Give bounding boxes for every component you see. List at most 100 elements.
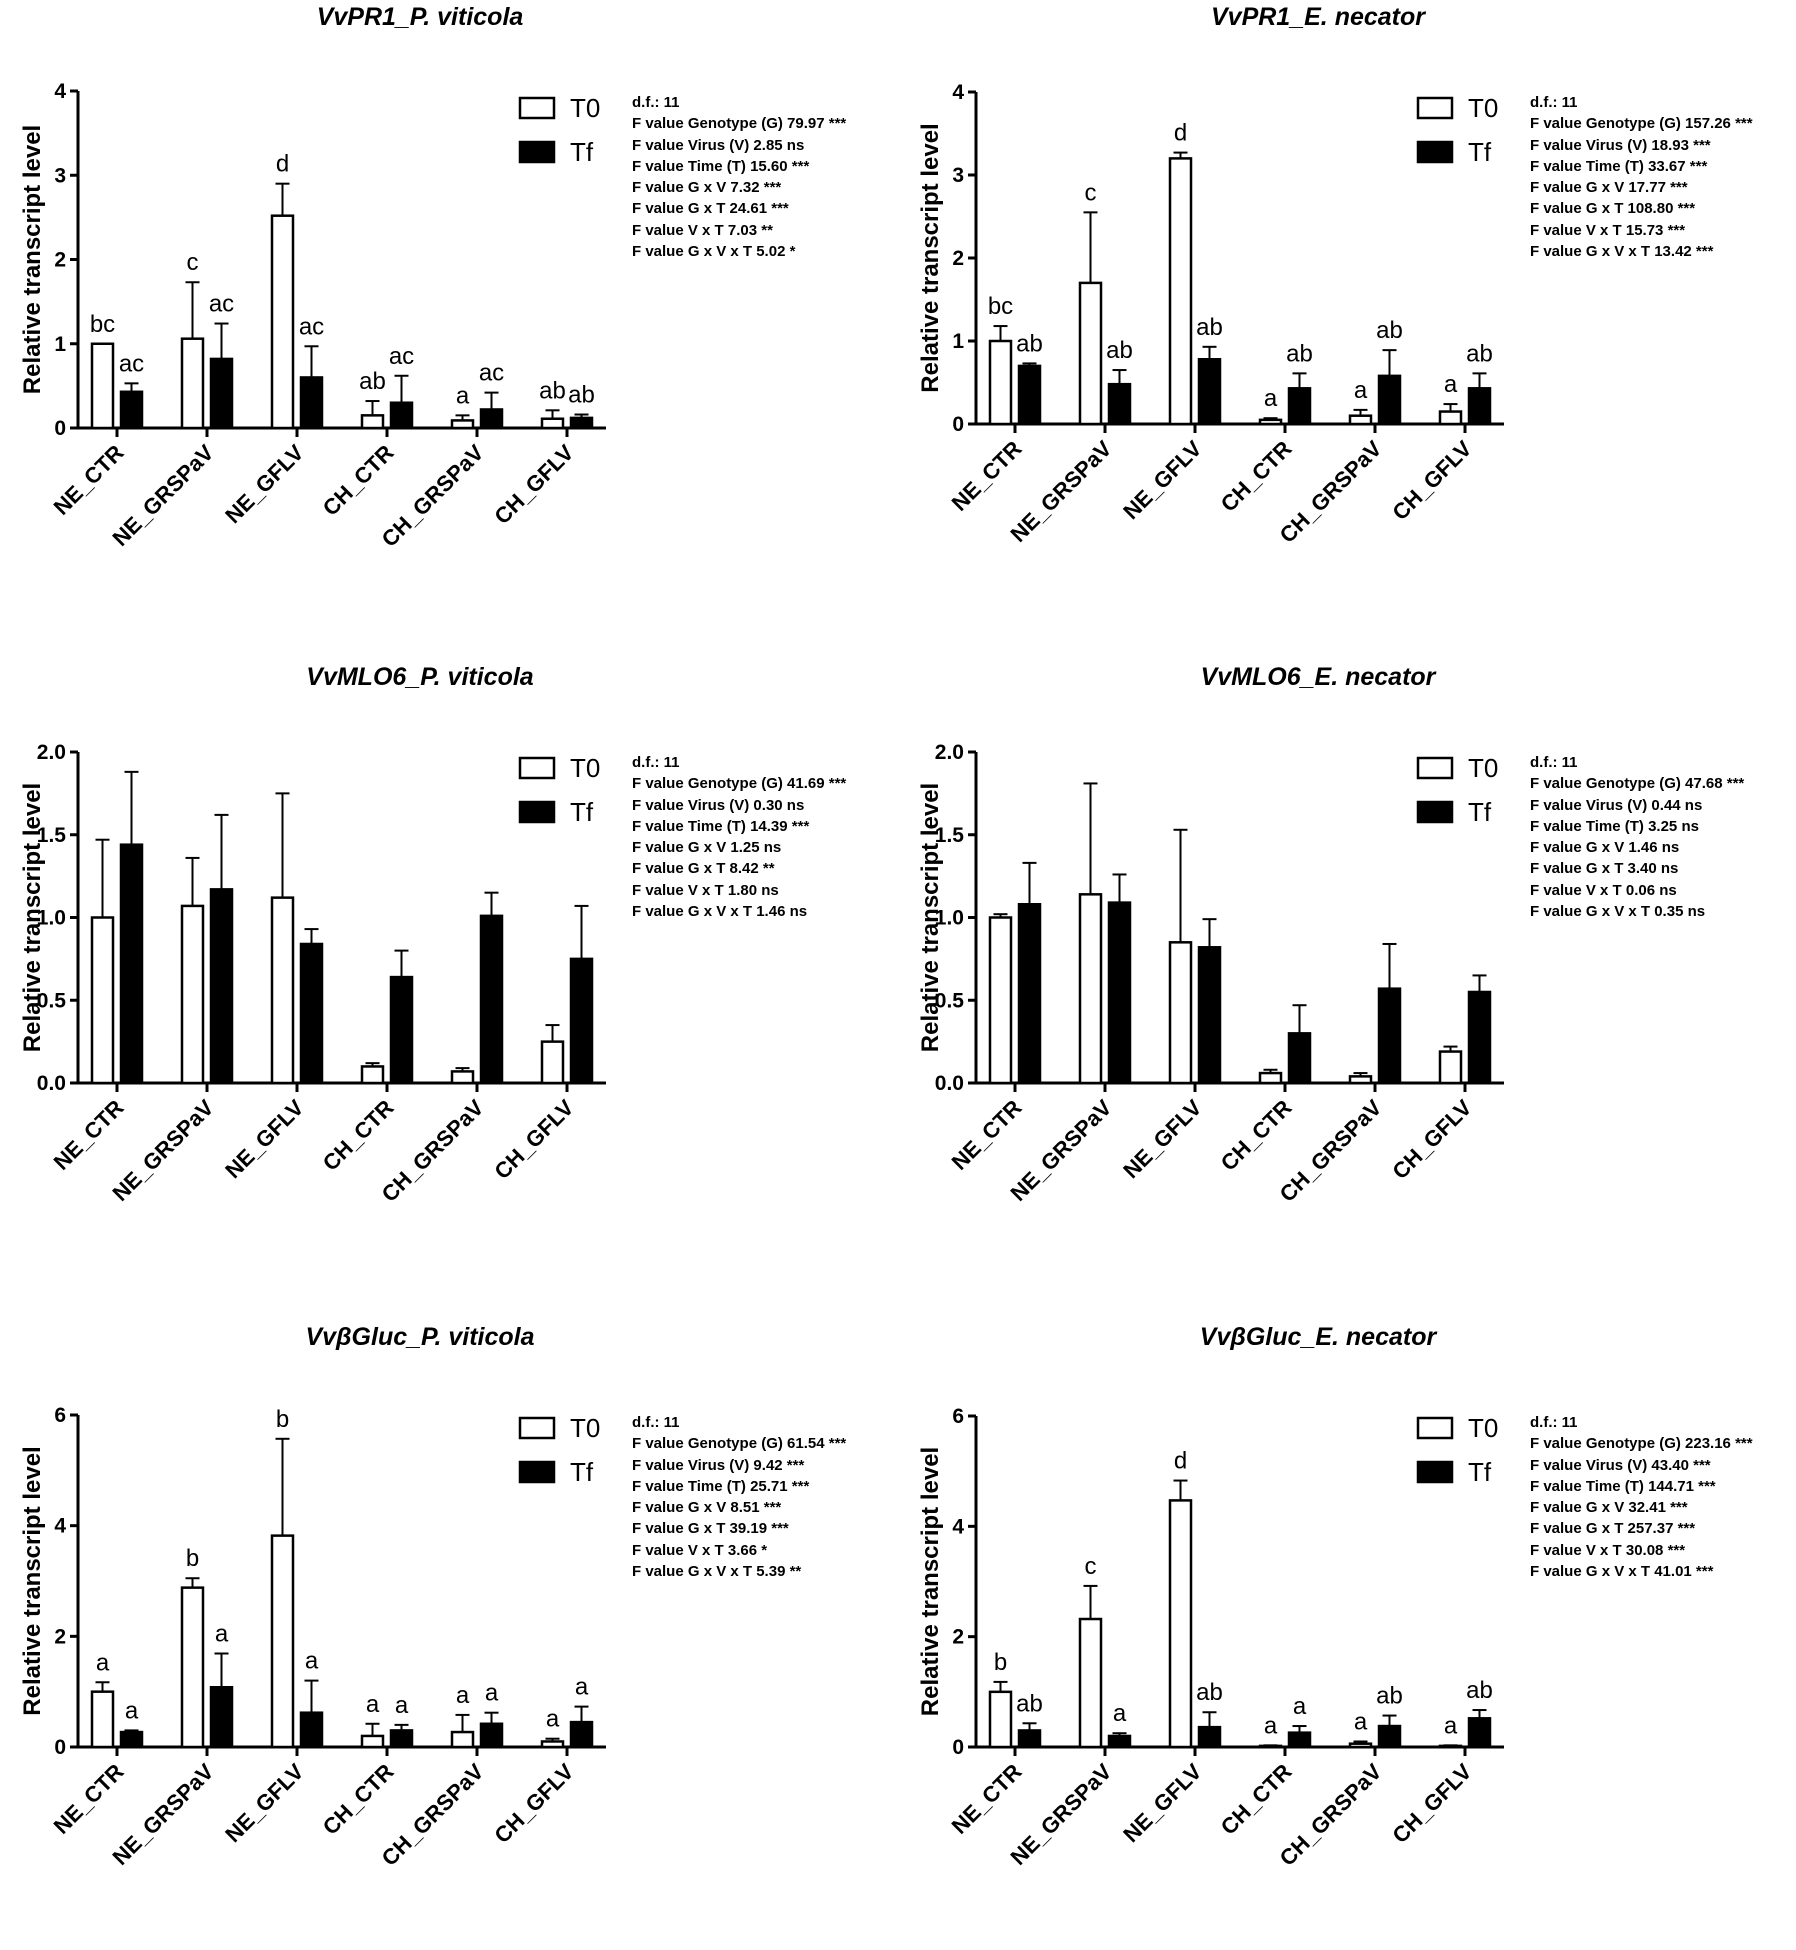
chart-title-gene: VvMLO6 <box>1201 663 1302 691</box>
y-tick-label: 0 <box>54 1736 66 1759</box>
y-tick-label: 4 <box>54 80 66 103</box>
y-tick-label: 6 <box>952 1405 964 1428</box>
anova-stat-line: d.f.: 11 <box>632 94 680 111</box>
tf-bar <box>1377 1724 1402 1749</box>
y-tick-label: 1 <box>952 330 964 353</box>
anova-stat-line: F value Time (T) 25.71 *** <box>632 1477 810 1495</box>
anova-stat-line: d.f.: 11 <box>1530 94 1578 111</box>
tf-bar <box>569 1720 594 1749</box>
significance-letter: a <box>215 1620 229 1647</box>
y-tick-label: 2.0 <box>935 741 964 764</box>
significance-letter: ac <box>209 291 234 318</box>
anova-stat-line: F value Virus (V) 0.30 ns <box>632 796 805 814</box>
significance-letter: a <box>1444 1712 1458 1739</box>
y-tick-label: 4 <box>54 1515 66 1538</box>
anova-stat-line: F value Genotype (G) 41.69 *** <box>632 775 847 793</box>
legend-label: T0 <box>570 93 600 123</box>
t0-bar <box>1078 893 1103 1085</box>
tf-bar <box>1197 946 1222 1085</box>
anova-stats: d.f.: 11 F value Genotype (G) 157.26 *** F… <box>1530 92 1753 262</box>
anova-stat-line: F value Virus (V) 0.44 ns <box>1530 796 1703 814</box>
t0-bar <box>270 1534 295 1749</box>
significance-letter: b <box>994 1649 1007 1676</box>
anova-stat-line: F value Time (T) 33.67 *** <box>1530 157 1708 175</box>
significance-letter: a <box>1354 377 1368 404</box>
tf-bar <box>1107 382 1132 426</box>
t0-bar <box>90 1690 115 1749</box>
chart-title-pathogen: _P. viticola <box>404 663 533 691</box>
anova-stat-line: F value G x V 32.41 *** <box>1530 1499 1688 1517</box>
significance-letter: ab <box>1196 1679 1223 1706</box>
category-label: NE_CTR <box>49 440 129 520</box>
t0-bar <box>360 1065 385 1085</box>
legend-label: T0 <box>1468 1413 1498 1443</box>
category-label: CH_GFLV <box>1387 1095 1476 1184</box>
significance-letter: b <box>276 1406 289 1433</box>
y-tick-label: 2 <box>952 1626 964 1649</box>
category-label: CH_CTR <box>318 440 399 521</box>
chart-title: VvβGluc_E. necator <box>1200 1323 1438 1351</box>
anova-stat-line: F value G x T 39.19 *** <box>632 1520 789 1538</box>
significance-letter: ac <box>119 350 144 377</box>
y-axis-label: Relative transcript level <box>917 1447 944 1716</box>
anova-stat-line: F value G x V 17.77 *** <box>1530 179 1688 197</box>
category-label: NE_CTR <box>947 1759 1027 1839</box>
t0-bar <box>1258 1071 1283 1085</box>
anova-stat-line: d.f.: 11 <box>632 1414 680 1431</box>
tf-bar <box>1287 1032 1312 1085</box>
y-tick-label: 2 <box>952 247 964 270</box>
legend-swatch-t0 <box>518 756 556 780</box>
tf-bar <box>1377 987 1402 1085</box>
tf-bar <box>1287 387 1312 426</box>
category-label: NE_CTR <box>947 1095 1027 1175</box>
legend-swatch-tf <box>1416 140 1454 164</box>
t0-bar <box>90 916 115 1085</box>
anova-stat-line: F value Virus (V) 43.40 *** <box>1530 1456 1711 1474</box>
t0-bar <box>1258 418 1283 426</box>
chart-svg: VvβGluc_P. viticola Relative transcript l… <box>19 1323 606 1871</box>
anova-stat-line: F value V x T 30.08 *** <box>1530 1541 1686 1559</box>
anova-stat-line: F value Genotype (G) 61.54 *** <box>632 1435 847 1453</box>
anova-stat-line: F value Time (T) 15.60 *** <box>632 157 810 175</box>
category-label: CH_CTR <box>318 1759 399 1840</box>
chart-title: VvMLO6_P. viticola <box>306 663 534 691</box>
anova-stat-line: F value G x V 8.51 *** <box>632 1499 782 1517</box>
t0-bar <box>270 214 295 430</box>
t0-bar <box>450 1070 475 1085</box>
tf-bar <box>119 843 144 1085</box>
y-tick-label: 2 <box>54 249 66 272</box>
significance-letter: ab <box>1106 337 1133 364</box>
chart-title-gene: VvβGluc <box>305 1323 407 1351</box>
chart-title-gene: VvPR1 <box>317 3 396 31</box>
significance-letter: ab <box>539 377 566 404</box>
legend-swatch-tf <box>1416 800 1454 824</box>
t0-bar <box>540 417 565 430</box>
chart-title: VvMLO6_E. necator <box>1201 663 1437 691</box>
category-label: NE_GFLV <box>220 1759 308 1847</box>
significance-letter: a <box>1264 1712 1278 1739</box>
t0-bar <box>1438 410 1463 426</box>
tf-bar <box>389 401 414 430</box>
t0-bar <box>180 904 205 1085</box>
chart-title: VvPR1_P. viticola <box>317 3 524 31</box>
anova-stat-line: F value G x V x T 41.01 *** <box>1530 1563 1714 1581</box>
anova-stat-line: F value V x T 15.73 *** <box>1530 221 1686 239</box>
tf-bar <box>1107 1734 1132 1749</box>
t0-bar <box>360 1734 385 1749</box>
category-label: NE_GFLV <box>220 440 308 528</box>
chart-svg: VvMLO6_P. viticola Relative transcript le… <box>19 663 606 1207</box>
y-tick-label: 0.5 <box>935 989 965 1012</box>
significance-letter: ab <box>1466 1677 1493 1704</box>
tf-bar <box>1467 990 1492 1085</box>
chart-svg: VvPR1_P. viticola Relative transcript lev… <box>19 3 606 552</box>
t0-bar <box>450 419 475 430</box>
significance-letter: ab <box>1286 340 1313 367</box>
anova-stat-line: F value Genotype (G) 157.26 *** <box>1530 115 1753 133</box>
category-label: NE_GFLV <box>1118 1759 1206 1847</box>
t0-bar <box>90 342 115 430</box>
category-label: NE_CTR <box>49 1095 129 1175</box>
anova-stat-line: F value G x V 7.32 *** <box>632 179 782 197</box>
y-tick-label: 4 <box>952 81 964 104</box>
chart-svg: VvβGluc_E. necator Relative transcript le… <box>917 1323 1504 1871</box>
y-tick-label: 0.0 <box>935 1072 964 1095</box>
